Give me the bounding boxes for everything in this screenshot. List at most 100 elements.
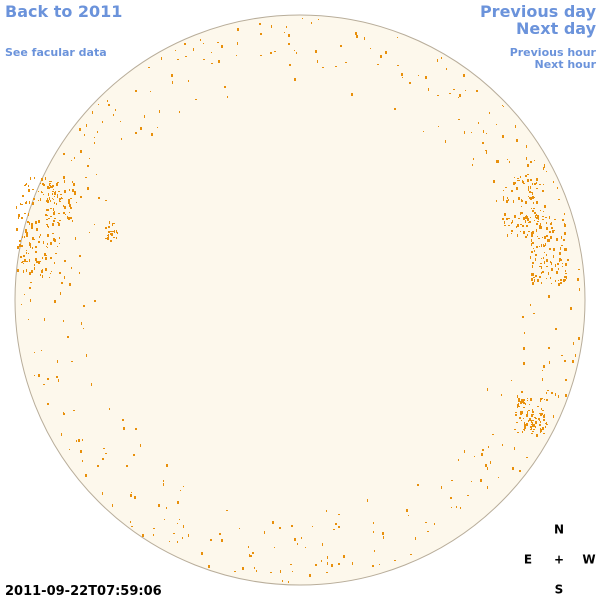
facula	[482, 449, 484, 451]
back-link[interactable]: Back to 2011	[5, 2, 122, 21]
facula	[541, 244, 542, 247]
facula	[531, 208, 532, 209]
facular-link[interactable]: See facular data	[5, 46, 107, 59]
facula	[59, 243, 60, 244]
facula	[29, 260, 30, 261]
facula	[532, 431, 534, 432]
facula	[166, 507, 167, 509]
facula	[21, 217, 23, 219]
facula	[89, 232, 90, 233]
facula	[514, 447, 515, 450]
facula	[425, 76, 427, 79]
facula	[522, 225, 524, 226]
facula	[561, 236, 562, 239]
facula	[508, 225, 510, 226]
facula	[68, 217, 70, 220]
facula	[29, 287, 31, 289]
facula	[522, 431, 523, 433]
facula	[437, 95, 439, 96]
facula	[524, 424, 526, 427]
facula	[305, 547, 306, 548]
facula	[532, 262, 534, 264]
facula	[32, 237, 34, 240]
facula	[44, 318, 45, 321]
facula	[73, 183, 75, 186]
facula	[50, 257, 52, 259]
facula	[530, 398, 531, 400]
facula	[535, 258, 536, 261]
facula	[535, 421, 537, 424]
facula	[536, 246, 538, 248]
facula	[578, 269, 580, 270]
facula	[200, 39, 201, 41]
facula	[566, 276, 567, 279]
facula	[158, 504, 160, 507]
facula	[542, 370, 543, 371]
facula	[326, 510, 327, 512]
facula	[47, 224, 48, 227]
facula	[63, 176, 65, 179]
next-hour-link[interactable]: Next hour	[535, 58, 597, 71]
facula	[33, 239, 35, 240]
facula	[102, 458, 104, 460]
facula	[539, 413, 541, 414]
facula	[107, 237, 109, 240]
facula	[105, 227, 107, 229]
facula	[526, 157, 527, 160]
facula	[560, 279, 562, 281]
facula	[297, 543, 298, 545]
facula	[23, 263, 24, 264]
facula	[38, 220, 40, 223]
facula	[531, 234, 533, 237]
facula	[496, 160, 497, 163]
facula	[511, 233, 512, 234]
facula	[544, 399, 545, 400]
facula	[532, 265, 533, 268]
facula	[34, 352, 35, 353]
facula	[57, 182, 59, 183]
facula	[17, 269, 19, 272]
facula	[551, 268, 553, 271]
facula	[523, 362, 525, 365]
facula	[505, 187, 507, 188]
facula	[290, 564, 292, 565]
facula	[21, 304, 22, 305]
facula	[506, 200, 508, 203]
facula	[109, 408, 110, 410]
facula	[78, 439, 80, 442]
facula	[52, 198, 53, 199]
facula	[383, 536, 384, 539]
facula	[105, 238, 107, 239]
facula	[523, 217, 525, 220]
facula	[456, 506, 457, 508]
facula	[56, 376, 58, 378]
facula	[418, 75, 419, 76]
facula	[527, 411, 528, 414]
facula	[338, 526, 340, 528]
facula	[518, 398, 520, 401]
facula	[221, 45, 223, 48]
facula	[502, 135, 504, 138]
facula	[24, 185, 26, 186]
facula	[157, 127, 158, 128]
facula	[56, 183, 58, 186]
facula	[26, 252, 27, 254]
facula	[47, 209, 49, 211]
facula	[558, 280, 559, 281]
facula	[121, 138, 122, 140]
next-day-link[interactable]: Next day	[516, 19, 597, 38]
previous-day-link[interactable]: Previous day	[480, 2, 597, 21]
facula	[555, 393, 556, 396]
facula	[140, 444, 141, 447]
facula	[537, 406, 539, 407]
facula	[548, 272, 549, 275]
facula	[72, 181, 73, 183]
facula	[211, 63, 213, 64]
facula	[201, 552, 203, 555]
facula	[528, 410, 530, 411]
facula	[234, 571, 236, 572]
previous-hour-link[interactable]: Previous hour	[510, 46, 597, 59]
facula	[517, 180, 518, 181]
facula	[87, 187, 89, 190]
facula	[26, 234, 28, 237]
